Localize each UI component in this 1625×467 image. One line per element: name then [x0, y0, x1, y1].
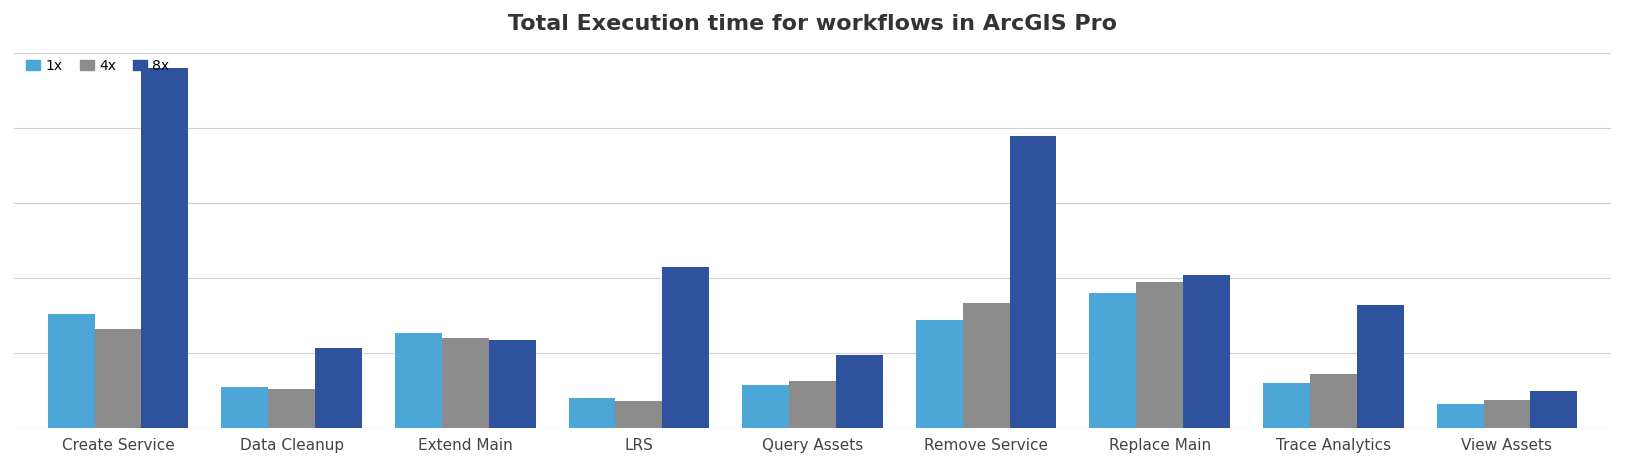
Bar	[141, 68, 189, 428]
Bar	[569, 398, 616, 428]
Bar	[1009, 136, 1056, 428]
Bar	[790, 382, 835, 428]
Bar	[1436, 404, 1484, 428]
Bar	[1531, 391, 1578, 428]
Title: Total Execution time for workflows in ArcGIS Pro: Total Execution time for workflows in Ar…	[509, 14, 1116, 34]
Bar	[1263, 383, 1310, 428]
Bar	[442, 338, 489, 428]
Bar	[743, 385, 790, 428]
Bar	[315, 348, 362, 428]
Bar	[916, 319, 962, 428]
Bar	[395, 333, 442, 428]
Bar	[1089, 293, 1136, 428]
Bar	[47, 314, 94, 428]
Bar	[1310, 374, 1357, 428]
Bar	[962, 303, 1009, 428]
Bar	[221, 387, 268, 428]
Bar	[94, 329, 141, 428]
Bar	[1183, 275, 1230, 428]
Bar	[489, 340, 536, 428]
Bar	[835, 355, 882, 428]
Bar	[1136, 282, 1183, 428]
Bar	[1357, 304, 1404, 428]
Bar	[663, 267, 708, 428]
Bar	[268, 389, 315, 428]
Bar	[616, 401, 663, 428]
Legend: 1x, 4x, 8x: 1x, 4x, 8x	[21, 54, 176, 78]
Bar	[1484, 400, 1531, 428]
